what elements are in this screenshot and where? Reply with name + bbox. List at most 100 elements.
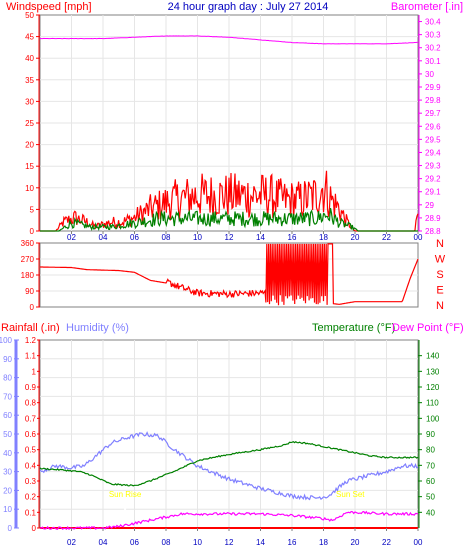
- humidity-tick-label-8: 80: [3, 374, 12, 383]
- barometer-tick-label-10: 29.8: [425, 96, 441, 105]
- sunset-label: Sun Set: [336, 490, 365, 499]
- barometer-tick-label-14: 30.2: [425, 44, 441, 53]
- bottom-time-label-9: 20: [351, 538, 360, 547]
- windspeed-tick-label-3: 15: [25, 162, 34, 171]
- top-time-label-8: 18: [319, 233, 328, 242]
- bottom-time-label-4: 10: [193, 538, 202, 547]
- rainfall-tick-label-2: 0.2: [25, 493, 37, 502]
- windspeed-axis: 0 5 10 15 20 25 30 35 40 45 50: [25, 11, 40, 236]
- windspeed-tick-label-10: 50: [25, 11, 34, 20]
- top-time-axis: 02 04 06 08 10 12 14 16 18 20 22 00: [67, 231, 423, 242]
- temperature-tick-label-1: 50: [426, 493, 435, 502]
- rainfall-tick-label-0: 0: [32, 524, 37, 533]
- compass-label-1: W: [435, 254, 446, 266]
- windspeed-tick-label-4: 20: [25, 141, 34, 150]
- direction-tick-label-3: 270: [21, 255, 35, 264]
- compass-label-0: N: [436, 238, 444, 250]
- rainfall-tick-label-6: 0.6: [25, 430, 37, 439]
- sunrise-label: Sun Rise: [109, 490, 142, 499]
- direction-tick-label-4: 360: [21, 239, 35, 248]
- rainfall-tick-label-3: 0.3: [25, 477, 37, 486]
- barometer-tick-label-7: 29.5: [425, 135, 441, 144]
- wind-direction-series: [40, 243, 419, 306]
- rainfall-axis-label: Rainfall (.in): [1, 322, 60, 334]
- direction-series: [40, 243, 419, 306]
- barometer-axis-label: Barometer [.in]: [391, 1, 463, 13]
- barometer-tick-label-6: 29.4: [425, 148, 441, 157]
- rainfall-tick-label-9: 0.9: [25, 383, 37, 392]
- compass-label-2: S: [436, 269, 443, 281]
- bottom-time-label-10: 22: [382, 538, 391, 547]
- bottom-time-label-11: 00: [414, 538, 423, 547]
- barometer-tick-label-16: 30.4: [425, 18, 441, 27]
- temperature-tick-label-8: 120: [426, 383, 440, 392]
- humidity-axis-label: Humidity (%): [66, 322, 129, 334]
- temperature-tick-label-5: 90: [426, 430, 435, 439]
- humidity-tick-label-1: 10: [3, 505, 12, 514]
- graph-title: 24 hour graph day : July 27 2014: [168, 1, 329, 13]
- windspeed-tick-label-5: 25: [25, 119, 34, 128]
- windspeed-axis-label: Windspeed [mph]: [6, 1, 92, 13]
- dewpoint-axis-label: Dew Point (°F): [392, 322, 464, 334]
- barometer-tick-label-9: 29.7: [425, 109, 441, 118]
- windspeed-tick-label-9: 45: [25, 33, 34, 42]
- top-panel-grid: [40, 15, 418, 231]
- direction-tick-label-0: 0: [30, 303, 35, 312]
- humidity-tick-label-3: 30: [3, 468, 12, 477]
- barometer-tick-label-5: 29.3: [425, 162, 441, 171]
- bottom-time-label-2: 06: [130, 538, 139, 547]
- humidity-tick-label-0: 0: [8, 524, 13, 533]
- windspeed-tick-label-1: 5: [30, 205, 35, 214]
- barometer-axis: 28.8 28.9 29 29.1 29.2 29.3 29.4 29.5 29.6 29.7 29…: [418, 15, 441, 236]
- top-time-label-3: 08: [162, 233, 171, 242]
- top-time-label-1: 04: [99, 233, 108, 242]
- rainfall-tick-label-5: 0.5: [25, 446, 37, 455]
- bottom-time-label-6: 14: [256, 538, 265, 547]
- barometer-tick-label-15: 30.3: [425, 31, 441, 40]
- bottom-time-label-3: 08: [162, 538, 171, 547]
- temperature-tick-label-2: 60: [426, 477, 435, 486]
- top-time-label-4: 10: [193, 233, 202, 242]
- top-time-label-10: 22: [382, 233, 391, 242]
- bottom-panel-grid: [40, 340, 418, 528]
- dewpoint-series: [39, 510, 419, 531]
- temperature-tick-label-9: 130: [426, 367, 440, 376]
- rainfall-tick-label-11: 1.1: [25, 352, 37, 361]
- windspeed-tick-label-0: 0: [30, 227, 35, 236]
- rainfall-tick-label-1: 0.1: [25, 508, 37, 517]
- barometer-tick-label-1: 28.9: [425, 214, 441, 223]
- direction-tick-label-2: 180: [21, 271, 35, 280]
- humidity-tick-label-7: 70: [3, 392, 12, 401]
- barometer-tick-label-3: 29.1: [425, 188, 441, 197]
- temperature-series: [39, 440, 419, 487]
- temperature-tick-label-10: 140: [426, 352, 440, 361]
- temperature-tick-label-7: 110: [426, 399, 439, 408]
- humidity-tick-label-5: 50: [3, 430, 12, 439]
- top-time-label-6: 14: [256, 233, 265, 242]
- bottom-time-label-5: 12: [225, 538, 234, 547]
- direction-axis: 0 90 180 270 360: [21, 239, 40, 312]
- compass-label-4: N: [436, 300, 444, 312]
- bottom-panel-axes: 0 10 20 30 40 50 60 70 80 90 100 0 0.1 0.2 0.3 0.4 0.5 0.…: [0, 336, 440, 533]
- temperature-tick-label-4: 80: [426, 446, 435, 455]
- top-time-label-0: 02: [67, 233, 76, 242]
- bottom-time-label-0: 02: [67, 538, 76, 547]
- barometer-tick-label-13: 30.1: [425, 57, 441, 66]
- humidity-tick-label-2: 20: [3, 486, 12, 495]
- humidity-series: [39, 431, 419, 501]
- humidity-tick-label-6: 60: [3, 411, 12, 420]
- bottom-time-label-7: 16: [288, 538, 297, 547]
- windspeed-tick-label-6: 30: [25, 97, 34, 106]
- barometer-tick-label-12: 30: [425, 70, 434, 79]
- windspeed-tick-label-7: 35: [25, 76, 34, 85]
- humidity-tick-label-4: 40: [3, 449, 12, 458]
- top-time-label-5: 12: [225, 233, 234, 242]
- barometer-tick-label-11: 29.9: [425, 83, 441, 92]
- top-time-label-9: 20: [351, 233, 360, 242]
- humidity-tick-label-10: 100: [0, 336, 13, 345]
- bottom-time-label-1: 04: [99, 538, 108, 547]
- temperature-axis-label: Temperature (°F): [312, 322, 395, 334]
- top-panel-series: [39, 35, 419, 232]
